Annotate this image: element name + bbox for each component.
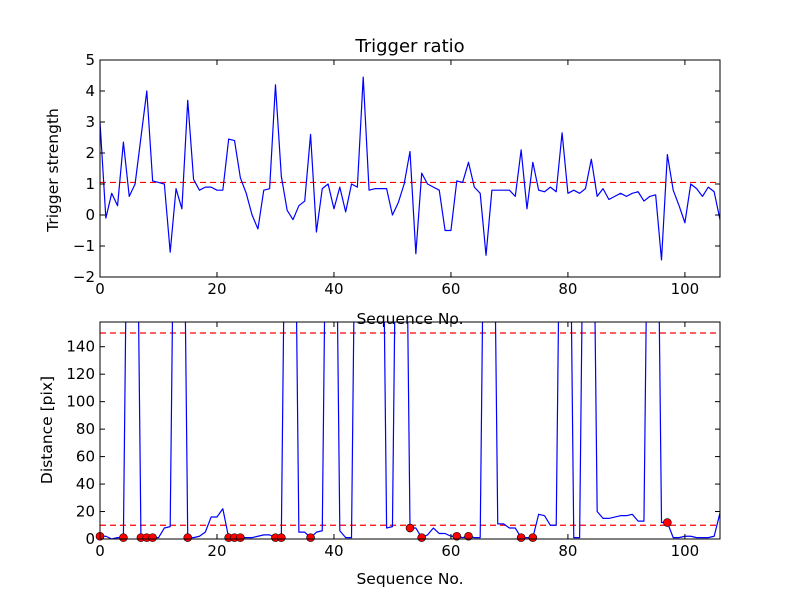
data-point-marker bbox=[528, 533, 538, 542]
y-tick-label: 100 bbox=[66, 393, 95, 411]
data-point-marker bbox=[417, 533, 426, 542]
data-point-marker bbox=[452, 531, 462, 541]
distance-panel: 0 20 40 60 80 100 0 20 40 60 80 100 120 140 Sequence … bbox=[38, 321, 721, 588]
x-tick-label: 0 bbox=[95, 542, 105, 560]
y-tick-label: 4 bbox=[85, 82, 95, 100]
y-tick-label: 0 bbox=[85, 530, 95, 548]
bottom-markers bbox=[95, 518, 672, 542]
y-tick-label: 60 bbox=[76, 448, 95, 466]
y-tick-label: 2 bbox=[85, 144, 95, 162]
x-tick-label: 20 bbox=[207, 280, 226, 298]
data-point-marker bbox=[405, 523, 415, 533]
top-x-axis-label: Sequence No. bbox=[356, 310, 463, 328]
x-tick-label: 100 bbox=[671, 542, 700, 560]
data-point-marker bbox=[277, 533, 286, 542]
bottom-x-axis-label: Sequence No. bbox=[356, 570, 463, 588]
data-point-marker bbox=[663, 518, 672, 527]
data-point-marker bbox=[464, 531, 473, 541]
series-line bbox=[100, 76, 720, 261]
y-tick-label: 0 bbox=[85, 206, 95, 224]
top-plot-area bbox=[100, 76, 720, 261]
x-tick-label: 60 bbox=[441, 280, 460, 298]
y-tick-label: 120 bbox=[66, 365, 95, 383]
bottom-axes-frame bbox=[99, 321, 721, 540]
data-point-marker bbox=[516, 533, 526, 542]
data-point-marker bbox=[183, 533, 193, 542]
y-tick-label: 5 bbox=[85, 51, 95, 69]
x-tick-label: 20 bbox=[207, 542, 226, 560]
y-tick-label: 3 bbox=[85, 113, 95, 131]
trigger-ratio-panel: Trigger ratio 0 20 40 60 80 100 −2 −1 0 1 2 3 4 5 Seq… bbox=[44, 36, 721, 328]
x-tick-label: 80 bbox=[558, 542, 577, 560]
top-axis-ticks: 0 20 40 60 80 100 −2 −1 0 1 2 3 4 5 bbox=[73, 51, 720, 298]
bottom-y-axis-label: Distance [pix] bbox=[38, 376, 56, 484]
y-tick-label: −2 bbox=[73, 268, 95, 286]
data-point-marker bbox=[306, 533, 315, 542]
y-tick-label: 1 bbox=[85, 175, 95, 193]
x-tick-label: 40 bbox=[324, 542, 343, 560]
bottom-axis-ticks: 0 20 40 60 80 100 0 20 40 60 80 100 120 140 bbox=[66, 322, 720, 560]
data-point-marker bbox=[148, 533, 157, 542]
x-tick-label: 0 bbox=[95, 280, 105, 298]
y-tick-label: 20 bbox=[76, 503, 95, 521]
y-tick-label: 140 bbox=[66, 338, 95, 356]
y-tick-label: 80 bbox=[76, 420, 95, 438]
x-tick-label: 100 bbox=[671, 280, 700, 298]
x-tick-label: 60 bbox=[441, 542, 460, 560]
top-axes-frame bbox=[99, 59, 721, 278]
x-tick-label: 40 bbox=[324, 280, 343, 298]
data-point-marker bbox=[236, 533, 245, 542]
top-y-axis-label: Trigger strength bbox=[44, 108, 62, 233]
x-tick-label: 80 bbox=[558, 280, 577, 298]
data-point-marker bbox=[119, 533, 128, 542]
y-tick-label: −1 bbox=[73, 237, 95, 255]
y-tick-label: 40 bbox=[76, 475, 95, 493]
chart-title: Trigger ratio bbox=[354, 36, 464, 57]
